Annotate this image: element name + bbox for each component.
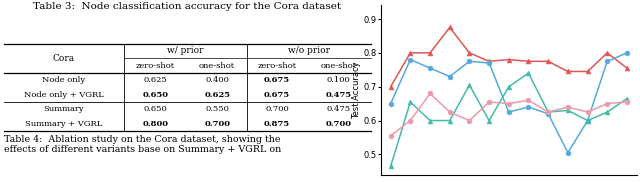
- Text: Table 3:  Node classification accuracy for the Cora dataset: Table 3: Node classification accuracy fo…: [33, 2, 341, 11]
- Text: Cora: Cora: [52, 54, 75, 63]
- Text: 0.625: 0.625: [143, 76, 167, 84]
- Text: 0.875: 0.875: [264, 120, 290, 128]
- Text: Summary: Summary: [44, 105, 84, 113]
- Text: one-shot: one-shot: [199, 62, 236, 70]
- Text: 0.800: 0.800: [142, 120, 168, 128]
- Text: w/ prior: w/ prior: [167, 46, 204, 56]
- Text: 0.675: 0.675: [264, 76, 290, 84]
- Text: 0.675: 0.675: [264, 91, 290, 99]
- Text: w/o prior: w/o prior: [288, 46, 330, 56]
- Text: 0.700: 0.700: [326, 120, 352, 128]
- Text: Node only + VGRL: Node only + VGRL: [24, 91, 104, 99]
- Text: 0.625: 0.625: [204, 91, 230, 99]
- Text: 0.100: 0.100: [327, 76, 351, 84]
- Text: zero-shot: zero-shot: [136, 62, 175, 70]
- Text: 0.475: 0.475: [326, 91, 352, 99]
- Text: 0.475: 0.475: [327, 105, 351, 113]
- Text: one-shot: one-shot: [321, 62, 357, 70]
- Text: 0.550: 0.550: [205, 105, 229, 113]
- Text: 0.650: 0.650: [143, 105, 167, 113]
- Text: Node only: Node only: [42, 76, 85, 84]
- Text: 0.700: 0.700: [204, 120, 230, 128]
- Text: zero-shot: zero-shot: [257, 62, 296, 70]
- Text: Table 4:  Ablation study on the Cora dataset, showing the
effects of different v: Table 4: Ablation study on the Cora data…: [4, 135, 281, 154]
- Text: 0.400: 0.400: [205, 76, 229, 84]
- Text: 0.650: 0.650: [142, 91, 168, 99]
- Y-axis label: Test Accuracy: Test Accuracy: [351, 61, 360, 119]
- Text: Summary + VGRL: Summary + VGRL: [25, 120, 102, 128]
- Text: 0.700: 0.700: [265, 105, 289, 113]
